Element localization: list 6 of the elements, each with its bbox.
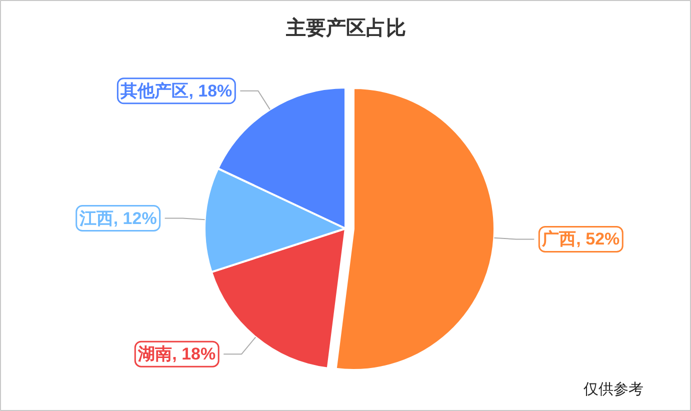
slice-label: 其他产区, 18% <box>120 81 232 100</box>
slice-label: 江西, 12% <box>78 208 157 228</box>
slice-label: 广西, 52% <box>541 230 620 249</box>
chart-title: 主要产区占比 <box>285 16 406 40</box>
text: 仅供参考 <box>584 381 644 398</box>
slice-label: 湖南, 18% <box>137 344 216 364</box>
